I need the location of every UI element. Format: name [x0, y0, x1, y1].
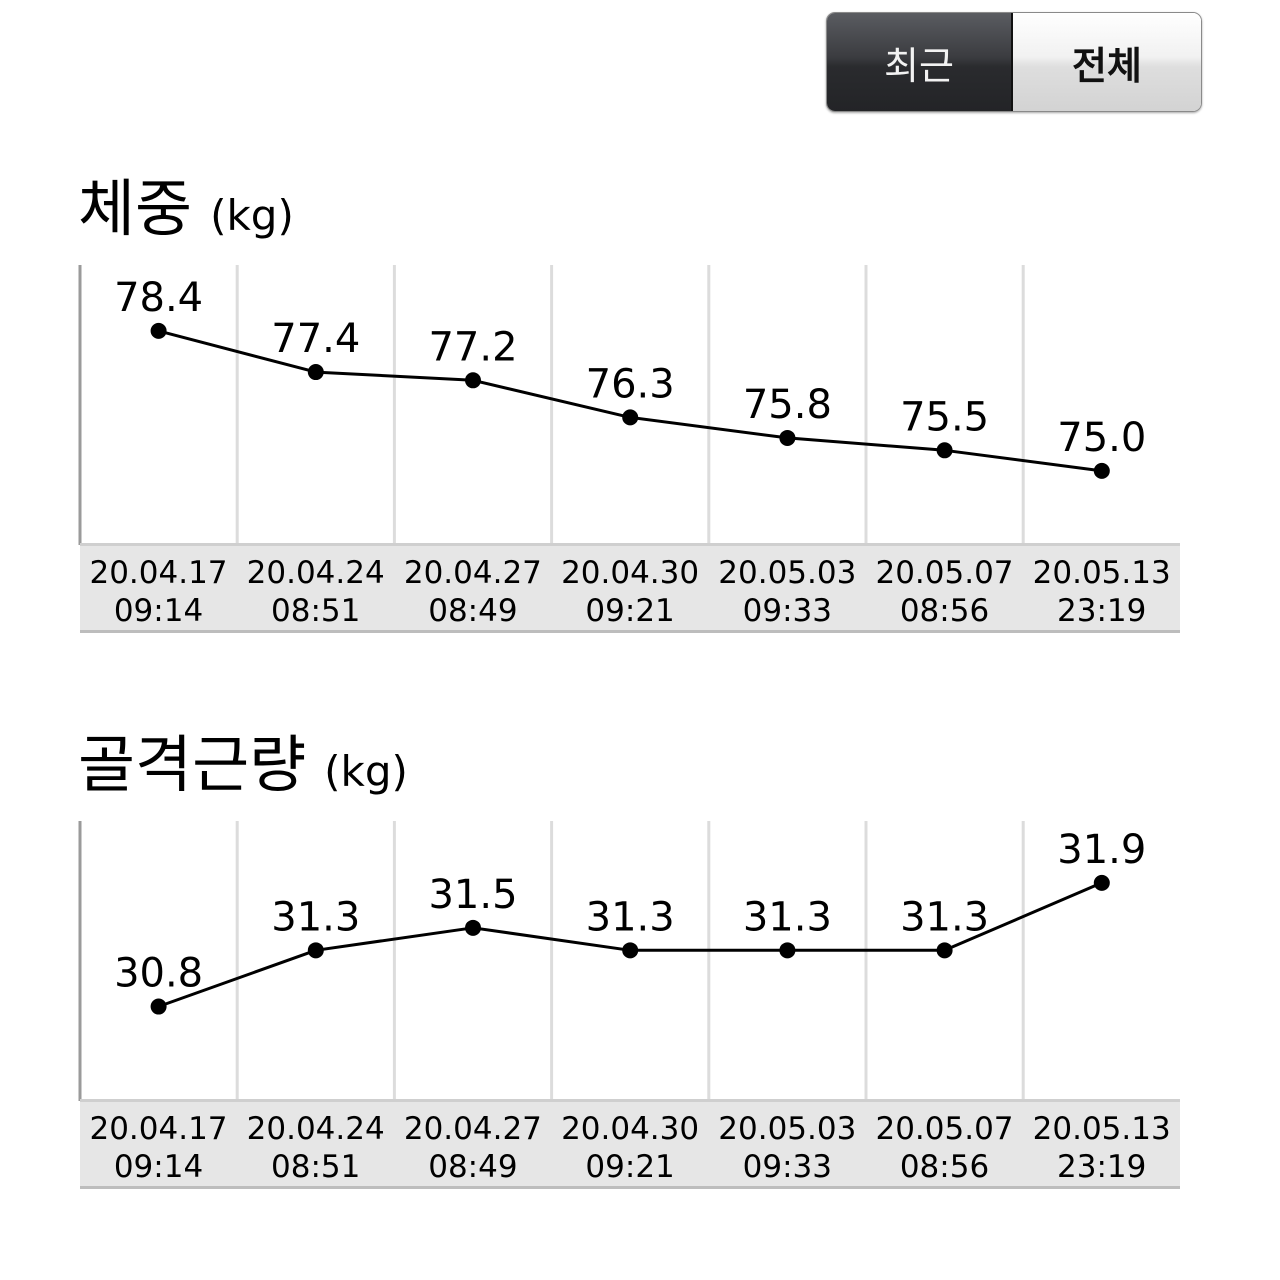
tick-time: 08:51 — [271, 593, 361, 629]
data-label: 77.2 — [428, 324, 517, 370]
muscle-title-text: 골격근량 — [78, 728, 307, 801]
data-point — [622, 942, 639, 959]
x-tick-label: 20.04.17 09:14 — [80, 1102, 237, 1186]
tick-date: 20.04.24 — [246, 1111, 385, 1147]
data-label: 31.3 — [900, 894, 989, 940]
x-tick-label: 20.04.17 09:14 — [80, 546, 237, 630]
x-tick-label: 20.05.07 08:56 — [866, 1102, 1023, 1186]
tick-date: 20.04.30 — [561, 1111, 700, 1147]
tick-date: 20.04.27 — [403, 555, 542, 591]
tick-time: 09:33 — [742, 1149, 832, 1185]
data-point — [779, 429, 796, 446]
tick-time: 08:49 — [428, 593, 518, 629]
x-tick-label: 20.05.13 23:19 — [1023, 1102, 1180, 1186]
x-tick-label: 20.05.03 09:33 — [709, 1102, 866, 1186]
period-toggle: 최근 전체 — [826, 12, 1202, 112]
all-tab-button[interactable]: 전체 — [1013, 13, 1201, 111]
tick-time: 08:51 — [271, 1149, 361, 1185]
data-label: 31.3 — [743, 894, 832, 940]
tick-time: 23:19 — [1057, 593, 1147, 629]
tick-date: 20.04.30 — [561, 555, 700, 591]
x-tick-label: 20.05.07 08:56 — [866, 546, 1023, 630]
tick-date: 20.05.07 — [875, 555, 1014, 591]
muscle-unit-text: (kg) — [324, 747, 408, 796]
data-point — [1093, 462, 1110, 479]
data-label: 31.9 — [1057, 827, 1146, 873]
data-point — [465, 919, 481, 936]
data-point — [622, 409, 639, 426]
data-point — [307, 364, 324, 381]
data-label: 78.4 — [114, 275, 203, 321]
tick-date: 20.05.03 — [718, 1111, 857, 1147]
tick-date: 20.05.03 — [718, 555, 857, 591]
data-label: 31.3 — [271, 894, 360, 940]
muscle-line-chart: 30.8 31.3 31.5 31.3 31.3 31.3 31.9 — [78, 821, 1146, 1101]
tick-time: 09:21 — [585, 1149, 675, 1185]
x-tick-label: 20.04.27 08:49 — [394, 546, 551, 630]
x-tick-label: 20.04.24 08:51 — [237, 1102, 394, 1186]
data-point — [936, 942, 953, 959]
muscle-date-axis: 20.04.17 09:14 20.04.24 08:51 20.04.27 08:49 2… — [80, 1099, 1180, 1189]
tick-date: 20.04.24 — [246, 555, 385, 591]
data-label: 75.8 — [743, 382, 832, 428]
data-point — [936, 442, 953, 459]
tick-date: 20.04.17 — [89, 1111, 228, 1147]
data-label: 76.3 — [586, 361, 675, 407]
tick-time: 08:49 — [428, 1149, 518, 1185]
weight-unit-text: (kg) — [210, 191, 294, 240]
tick-time: 09:14 — [113, 1149, 204, 1185]
recent-tab-button[interactable]: 최근 — [827, 13, 1013, 111]
tick-time: 23:19 — [1057, 1149, 1147, 1185]
data-point — [150, 998, 167, 1015]
weight-title-text: 체중 — [78, 172, 193, 245]
data-label: 31.3 — [586, 894, 675, 940]
data-label: 31.5 — [428, 872, 517, 918]
data-point — [779, 942, 796, 959]
data-label: 75.5 — [900, 394, 989, 440]
tick-time: 09:21 — [585, 593, 675, 629]
weight-line-chart: 78.4 77.4 77.2 76.3 75.8 75.5 75.0 — [78, 265, 1146, 545]
tick-date: 20.05.13 — [1032, 1111, 1171, 1147]
x-tick-label: 20.04.24 08:51 — [237, 546, 394, 630]
tick-date: 20.05.07 — [875, 1111, 1014, 1147]
x-tick-label: 20.04.30 09:21 — [552, 546, 709, 630]
tick-time: 08:56 — [899, 593, 990, 629]
data-point — [150, 322, 167, 339]
x-tick-label: 20.05.03 09:33 — [709, 546, 866, 630]
weight-date-axis: 20.04.17 09:14 20.04.24 08:51 20.04.27 08:49 2… — [80, 543, 1180, 633]
tick-time: 09:14 — [113, 593, 204, 629]
weight-chart-title: 체중 (kg) — [78, 178, 294, 240]
tick-time: 09:33 — [742, 593, 832, 629]
data-point — [307, 942, 324, 959]
data-point — [1093, 874, 1110, 891]
data-point — [465, 372, 481, 389]
data-label: 77.4 — [271, 316, 360, 362]
tick-time: 08:56 — [899, 1149, 990, 1185]
data-label: 75.0 — [1057, 415, 1146, 461]
muscle-chart-title: 골격근량 (kg) — [78, 734, 408, 796]
x-tick-label: 20.04.30 09:21 — [552, 1102, 709, 1186]
x-tick-label: 20.05.13 23:19 — [1023, 546, 1180, 630]
x-tick-label: 20.04.27 08:49 — [394, 1102, 551, 1186]
data-label: 30.8 — [114, 951, 203, 997]
tick-date: 20.04.27 — [403, 1111, 542, 1147]
tick-date: 20.04.17 — [89, 555, 228, 591]
tick-date: 20.05.13 — [1032, 555, 1171, 591]
